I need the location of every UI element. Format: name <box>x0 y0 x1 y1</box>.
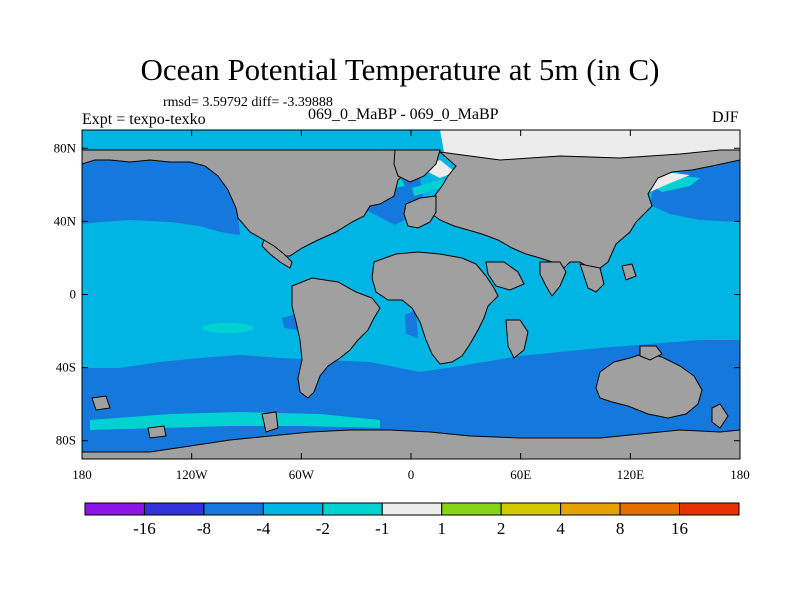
colorbar-swatch <box>203 502 264 516</box>
japan-land <box>621 263 637 281</box>
map-title: Ocean Potential Temperature at 5m (in C) <box>140 52 660 87</box>
north-pacific-cold-region <box>82 156 240 235</box>
arabia-land <box>485 261 525 291</box>
land-masses <box>82 149 740 459</box>
colorbar-label: -4 <box>256 519 271 538</box>
season-label: DJF <box>712 109 739 126</box>
southern-ocean-cold-band <box>82 340 740 459</box>
europe-peninsula-land <box>403 195 437 229</box>
lon-tick-label: 0 <box>408 467 415 482</box>
case-label: 069_0_MaBP - 069_0_MaBP <box>308 106 499 123</box>
cold-anomaly-regions <box>82 156 740 459</box>
lat-tick-label: 80S <box>56 433 76 448</box>
map-area <box>82 130 740 459</box>
colorbar-swatch <box>500 502 562 516</box>
antarctic-peninsula-land <box>261 411 279 433</box>
madagascar-land <box>505 319 529 359</box>
colorbar-swatch <box>262 502 324 516</box>
lat-tick-label: 0 <box>70 287 77 302</box>
colorbar-swatch <box>381 502 443 516</box>
south-pacific-mild-patch <box>202 323 254 333</box>
colorbar-label: 16 <box>671 519 688 538</box>
east-pacific-cold-patch <box>282 314 298 330</box>
lon-tick-label: 120E <box>617 467 645 482</box>
colorbar-label: 4 <box>556 519 565 538</box>
colorbar-label: 8 <box>616 519 625 538</box>
southeast-atlantic-cold-patch <box>405 310 418 338</box>
southern-island-west <box>91 395 111 411</box>
colorbar-swatch <box>322 502 383 516</box>
southeast-asia-land <box>579 263 605 293</box>
lat-tick-label: 40S <box>56 360 76 375</box>
axis-ticks: 80N 40N 0 40S 80S 180 120W 60W 0 60E 120E 180 <box>54 130 750 482</box>
colorbar-swatch <box>679 502 740 516</box>
colorbar-label: -1 <box>375 519 389 538</box>
southern-ocean-mild-streak <box>90 412 380 430</box>
experiment-label: Expt = texpo-texko <box>82 111 206 128</box>
lat-tick-label: 80N <box>54 140 77 155</box>
new-guinea-land <box>639 345 663 361</box>
lon-tick-label: 120W <box>176 467 209 482</box>
colorbar-swatch <box>441 502 502 516</box>
colorbar-label: 1 <box>437 519 446 538</box>
antarctica-land <box>82 429 740 459</box>
central-america-land <box>261 239 293 269</box>
colorbar-swatch <box>143 502 205 516</box>
colorbar-label: -8 <box>197 519 211 538</box>
lon-tick-label: 180 <box>72 467 92 482</box>
lon-tick-label: 60E <box>510 467 531 482</box>
colorbar-swatch <box>560 502 621 516</box>
bering-mild-patch <box>650 175 700 192</box>
colorbar-label: 2 <box>497 519 506 538</box>
colorbar-label: -2 <box>316 519 330 538</box>
colorbar-label: -16 <box>133 519 156 538</box>
greenland-land <box>393 149 441 183</box>
southern-island-pacific <box>147 425 167 439</box>
africa-land <box>371 251 499 365</box>
new-zealand-land <box>711 403 729 429</box>
colorbar-swatch <box>619 502 681 516</box>
lon-tick-label: 60W <box>289 467 315 482</box>
lat-tick-label: 40N <box>54 213 77 228</box>
colorbar-swatch <box>84 502 145 516</box>
colorbar: -16 -8 -4 -2 -1 1 2 4 8 16 <box>84 502 740 538</box>
south-america-land <box>291 277 381 399</box>
stats-text: rmsd= 3.59792 diff= -3.39888 <box>163 95 333 110</box>
india-land <box>539 261 567 297</box>
arctic-ice-region <box>440 130 740 160</box>
lon-tick-label: 180 <box>730 467 750 482</box>
